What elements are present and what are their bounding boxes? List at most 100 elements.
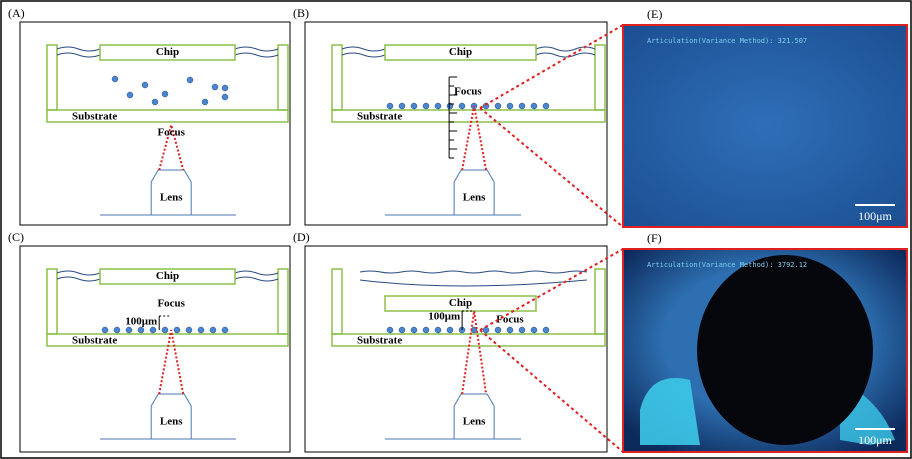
particle xyxy=(543,103,549,109)
particle xyxy=(531,327,537,333)
membrane xyxy=(342,47,385,51)
wall xyxy=(47,269,57,334)
micrograph-caption: Articulation(Variance Method): 321.507 xyxy=(647,37,807,45)
wall xyxy=(595,45,605,110)
focus-label: Focus xyxy=(157,298,185,310)
membrane xyxy=(536,53,595,57)
membrane xyxy=(235,47,278,51)
particle xyxy=(459,103,465,109)
membrane xyxy=(536,47,595,51)
particle xyxy=(102,327,108,333)
membrane xyxy=(57,53,100,57)
micrograph-label: (E) xyxy=(647,7,662,21)
particle xyxy=(114,327,120,333)
particle xyxy=(112,76,118,82)
wall xyxy=(47,45,57,110)
particle xyxy=(435,327,441,333)
wall xyxy=(278,269,288,334)
particle xyxy=(222,94,228,100)
micrograph-caption: Articulation(Variance Method): 3792.12 xyxy=(647,261,807,269)
chip-label: Chip xyxy=(449,46,472,58)
particle xyxy=(127,92,133,98)
lens-label: Lens xyxy=(160,416,183,428)
substrate-label: Substrate xyxy=(357,335,402,347)
particle xyxy=(411,327,417,333)
micrograph-e xyxy=(623,25,907,227)
focus-cone xyxy=(462,311,486,394)
particle xyxy=(435,103,441,109)
particle xyxy=(387,103,393,109)
membrane xyxy=(360,280,587,286)
particle xyxy=(423,103,429,109)
lens-label: Lens xyxy=(463,416,486,428)
particle xyxy=(222,85,228,91)
particle xyxy=(138,327,144,333)
particle xyxy=(507,327,513,333)
particle xyxy=(483,327,489,333)
focus-cone xyxy=(159,330,183,394)
focus-label: Focus xyxy=(157,127,185,139)
wall xyxy=(278,45,288,110)
particle xyxy=(212,84,218,90)
substrate-label: Substrate xyxy=(72,111,117,123)
particle xyxy=(202,99,208,105)
membrane xyxy=(342,53,385,57)
zoom-line xyxy=(480,330,623,452)
chip-label: Chip xyxy=(156,46,179,58)
particle xyxy=(186,327,192,333)
particle xyxy=(447,327,453,333)
wall xyxy=(595,269,605,334)
particle xyxy=(152,99,158,105)
wall xyxy=(332,269,342,334)
particle xyxy=(150,327,156,333)
particle xyxy=(174,327,180,333)
panel-label: (A) xyxy=(8,6,25,20)
particle xyxy=(543,327,549,333)
membrane xyxy=(57,47,100,51)
particle xyxy=(423,327,429,333)
scale-label: 100μm xyxy=(858,433,892,447)
particle xyxy=(162,91,168,97)
particle xyxy=(187,77,193,83)
membrane xyxy=(360,271,587,273)
particle xyxy=(519,327,525,333)
membrane xyxy=(57,271,100,275)
particle xyxy=(162,327,168,333)
micrograph-label: (F) xyxy=(647,231,662,245)
focus-label: Focus xyxy=(454,86,482,98)
focus-cone xyxy=(462,106,486,170)
substrate-label: Substrate xyxy=(357,111,402,123)
membrane xyxy=(235,271,278,275)
particle xyxy=(142,82,148,88)
substrate-label: Substrate xyxy=(72,335,117,347)
chip-label: Chip xyxy=(449,297,472,309)
chip-label: Chip xyxy=(156,270,179,282)
panel-label: (B) xyxy=(293,6,309,20)
particle xyxy=(507,103,513,109)
panel-label: (D) xyxy=(293,230,310,244)
focus-label: Focus xyxy=(496,314,524,326)
distance-label: 100μm xyxy=(125,316,157,328)
particle xyxy=(222,327,228,333)
particle xyxy=(399,103,405,109)
particle xyxy=(387,327,393,333)
zoom-line xyxy=(480,249,623,330)
particle xyxy=(519,103,525,109)
distance-label: 100μm xyxy=(428,311,460,323)
particle xyxy=(399,327,405,333)
membrane xyxy=(235,53,278,57)
zoom-line xyxy=(480,108,623,227)
panel-label: (C) xyxy=(8,230,24,244)
particle xyxy=(495,103,501,109)
wall xyxy=(332,45,342,110)
zoom-line xyxy=(480,25,623,108)
scale-label: 100μm xyxy=(858,209,892,223)
particle xyxy=(210,327,216,333)
lens-label: Lens xyxy=(463,192,486,204)
particle xyxy=(198,327,204,333)
particle xyxy=(126,327,132,333)
figure: (A) Substrate Chip Lens Focus (B) Substrate Chi… xyxy=(0,0,912,459)
dark-circle xyxy=(697,255,873,445)
membrane xyxy=(235,277,278,281)
membrane xyxy=(57,277,100,281)
